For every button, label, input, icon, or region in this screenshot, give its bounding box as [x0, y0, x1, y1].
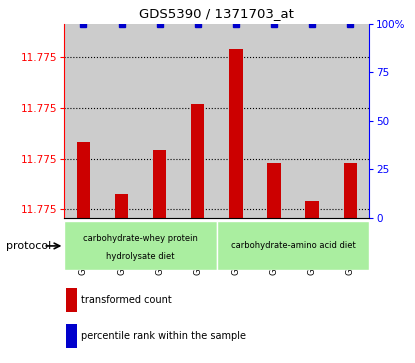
Bar	[64, 221, 217, 270]
Bar	[66, 324, 76, 348]
Text: protocol: protocol	[6, 241, 51, 251]
Bar	[103, 24, 141, 218]
Bar	[344, 163, 357, 218]
Bar	[191, 104, 205, 218]
Text: hydrolysate diet: hydrolysate diet	[106, 252, 175, 261]
Bar	[331, 24, 369, 218]
Text: transformed count: transformed count	[81, 295, 172, 305]
Bar	[77, 142, 90, 218]
Text: carbohydrate-whey protein: carbohydrate-whey protein	[83, 234, 198, 243]
Bar	[179, 24, 217, 218]
Title: GDS5390 / 1371703_at: GDS5390 / 1371703_at	[139, 7, 294, 20]
Bar	[153, 150, 166, 218]
Text: percentile rank within the sample: percentile rank within the sample	[81, 331, 246, 341]
Bar	[64, 24, 103, 218]
Bar	[115, 194, 128, 218]
Bar	[267, 163, 281, 218]
Text: carbohydrate-amino acid diet: carbohydrate-amino acid diet	[231, 241, 356, 250]
Bar	[293, 24, 331, 218]
Bar	[305, 201, 319, 218]
Bar	[229, 49, 243, 218]
Bar	[217, 221, 369, 270]
Bar	[66, 288, 76, 312]
Bar	[255, 24, 293, 218]
Bar	[141, 24, 179, 218]
Bar	[217, 24, 255, 218]
